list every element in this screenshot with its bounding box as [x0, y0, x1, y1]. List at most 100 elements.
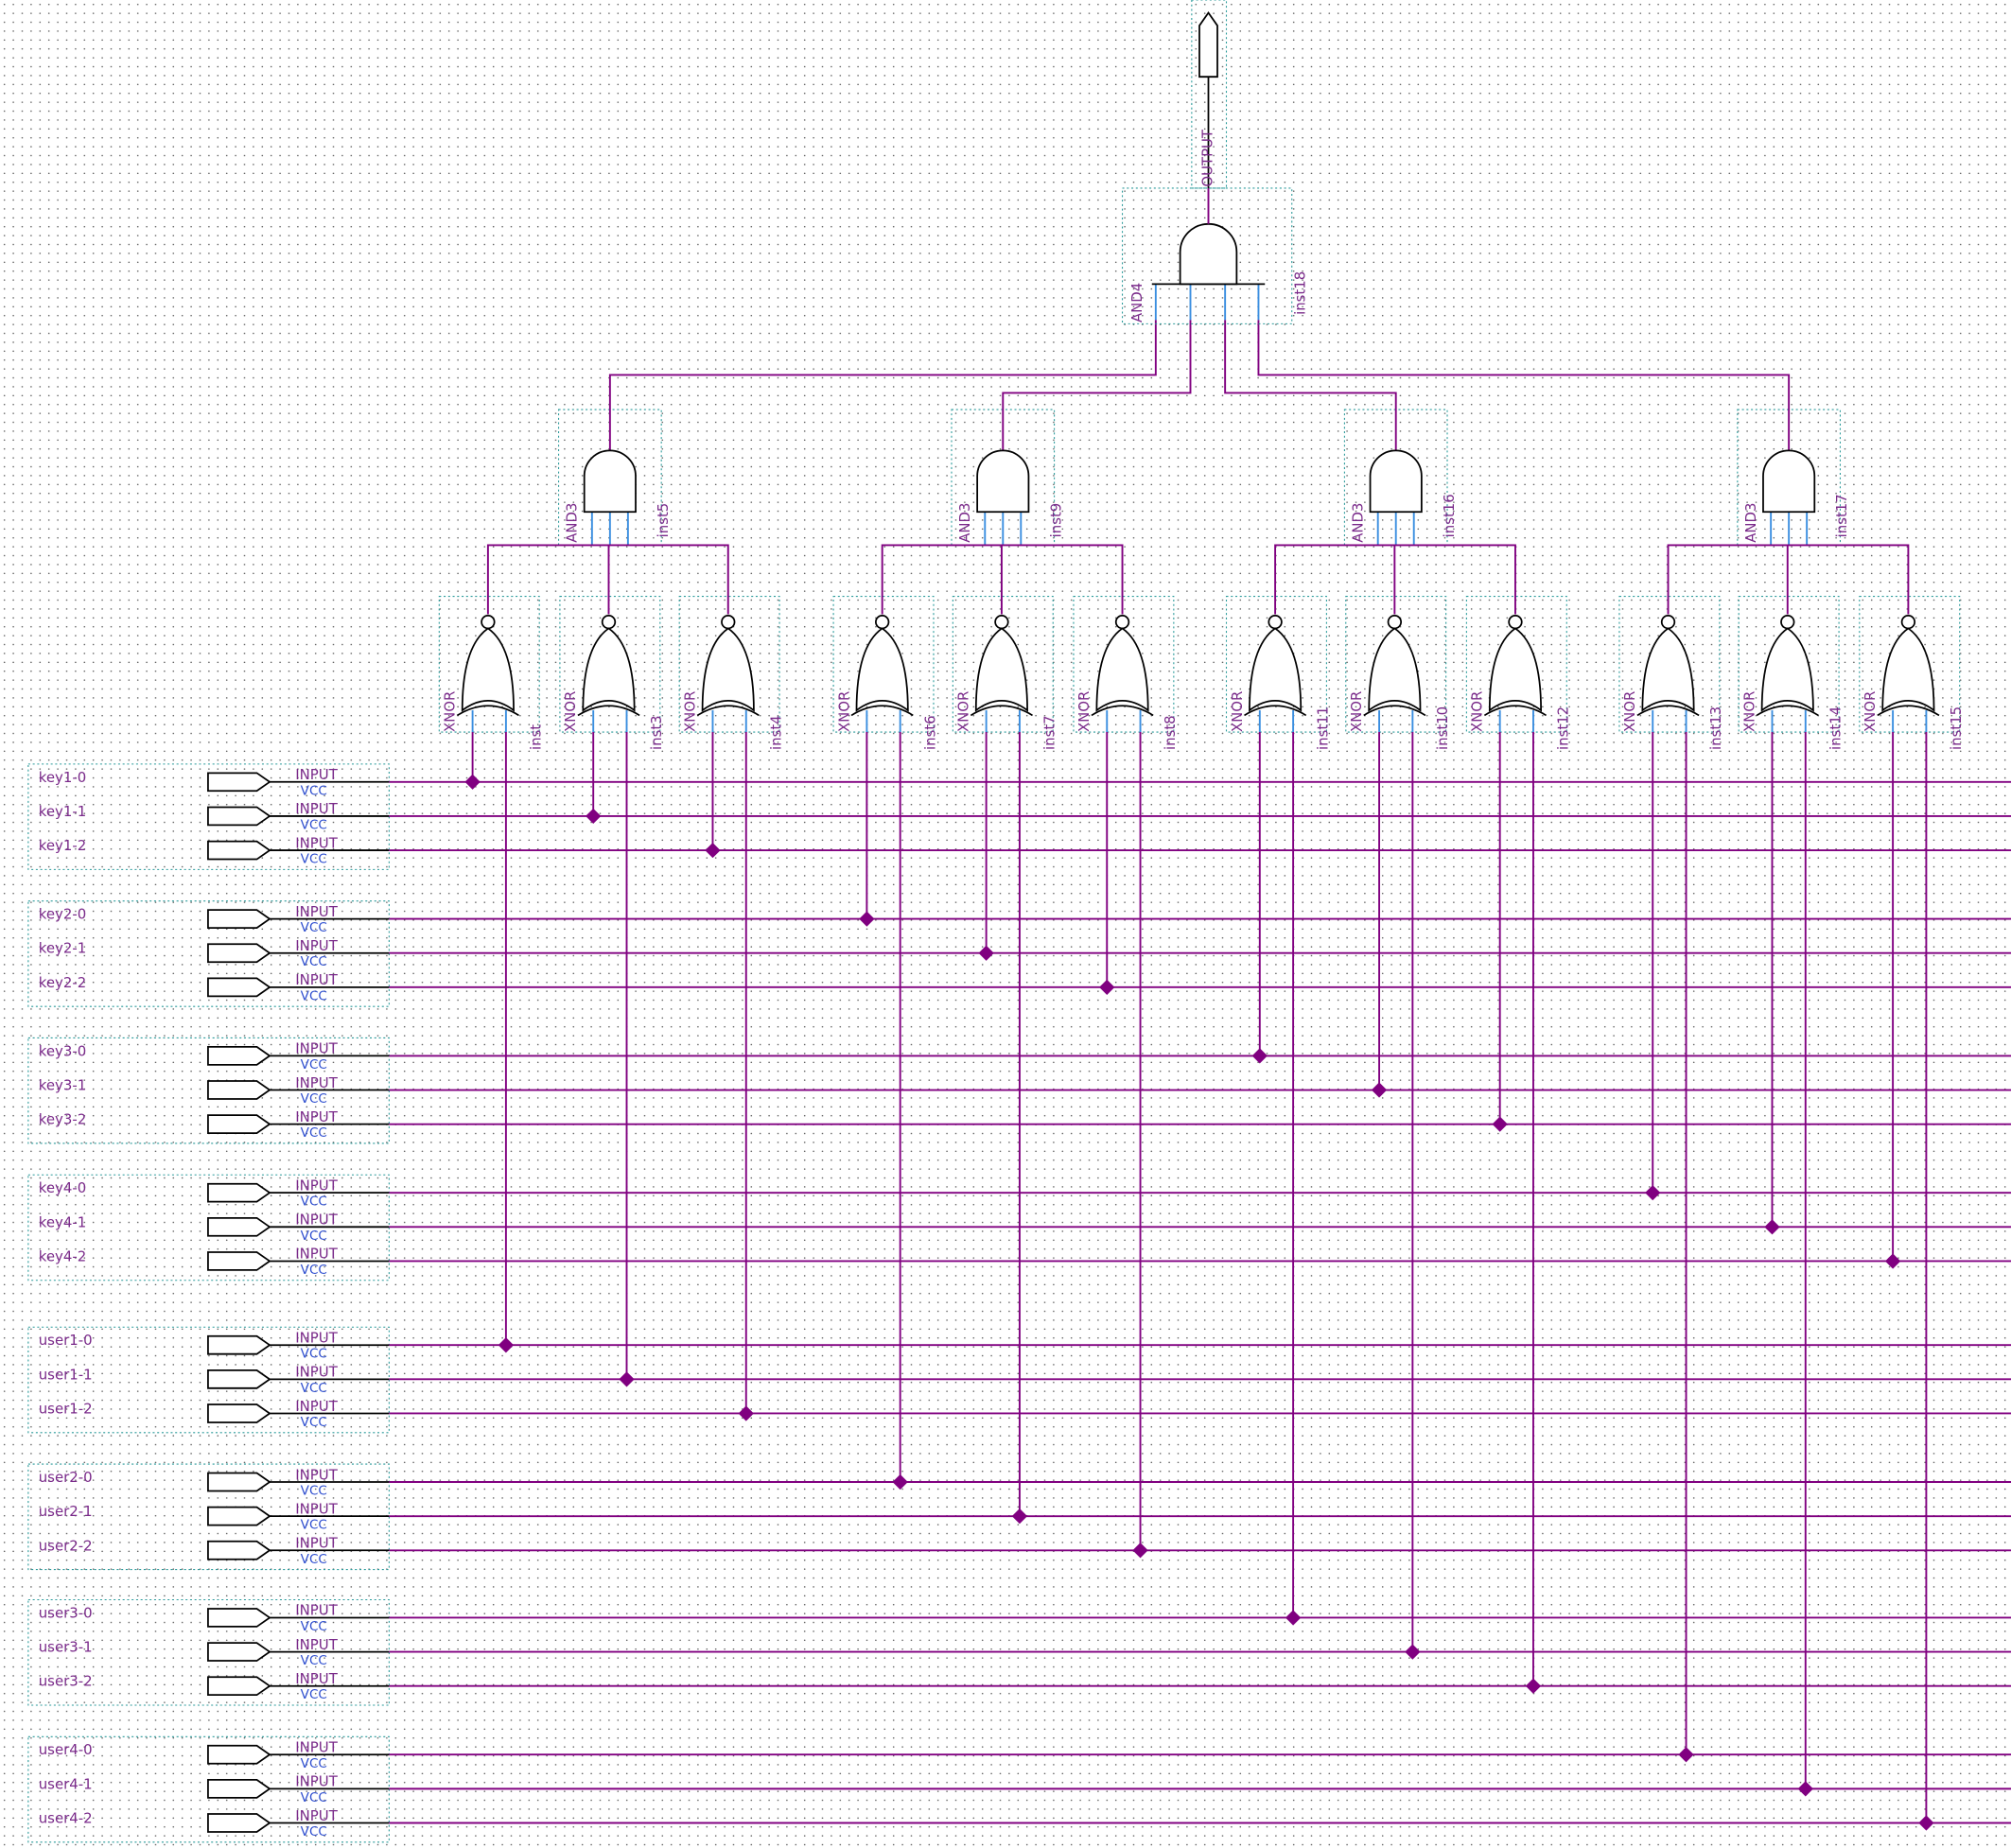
xnor-symbol	[1641, 627, 1695, 712]
gate-type: XNOR	[1740, 691, 1757, 732]
pin-name: key1-1	[39, 803, 86, 820]
inverter-bubble	[1660, 615, 1676, 630]
pin-default: VCC	[301, 1263, 327, 1278]
inverter-bubble	[1780, 615, 1795, 630]
gate-type: XNOR	[1621, 691, 1638, 732]
pin-name: user2-1	[39, 1503, 93, 1520]
xnor-symbol	[701, 627, 755, 712]
net-wire	[608, 320, 1157, 451]
junction	[892, 1473, 908, 1491]
and-symbol	[1369, 449, 1423, 514]
and-symbol	[1762, 449, 1816, 514]
pin-name: user2-0	[39, 1469, 93, 1486]
gate-name: inst16	[1441, 494, 1458, 537]
input-pin	[207, 1046, 271, 1066]
xnor-symbol	[1488, 627, 1543, 712]
gate-type: XNOR	[1075, 691, 1093, 732]
gate-type: XNOR	[442, 691, 459, 732]
input-pin	[207, 1216, 271, 1237]
input-pin	[207, 1114, 271, 1135]
xnor-symbol	[855, 627, 909, 712]
pin-default: VCC	[301, 988, 327, 1003]
and-symbol	[976, 449, 1030, 514]
gate-box	[1073, 596, 1175, 733]
gate-name: inst10	[1434, 706, 1451, 750]
pin-default: VCC	[301, 852, 327, 867]
gate-box	[438, 596, 540, 733]
pin-name: user1-0	[39, 1332, 93, 1349]
inverter-bubble	[721, 615, 736, 630]
xnor-symbol	[1095, 627, 1149, 712]
pin-name: user2-2	[39, 1537, 93, 1554]
input-pin	[207, 943, 271, 964]
pin-type: INPUT	[295, 903, 338, 920]
pin-name: user3-1	[39, 1639, 93, 1656]
pin-default: VCC	[301, 1518, 327, 1533]
input-pin	[207, 1676, 271, 1697]
pin-name: key4-0	[39, 1179, 86, 1196]
gate-box	[1225, 596, 1327, 733]
xnor-arc	[850, 705, 914, 717]
pin-type: INPUT	[295, 1739, 338, 1756]
input-pin	[207, 1334, 271, 1355]
pin-default: VCC	[301, 1552, 327, 1567]
pin-name: user3-2	[39, 1673, 93, 1690]
net-wire	[881, 544, 1124, 615]
pin-name: key4-2	[39, 1247, 86, 1264]
input-pin	[207, 1080, 271, 1100]
gate-name: inst6	[921, 715, 938, 750]
gate-name: inst9	[1047, 503, 1064, 538]
input-pin	[207, 1403, 271, 1423]
pin-name: key2-1	[39, 940, 86, 957]
pin-type: INPUT	[295, 1074, 338, 1091]
gate-name: inst13	[1707, 706, 1724, 750]
pin-type: INPUT	[295, 1398, 338, 1415]
gate-type: XNOR	[1348, 691, 1365, 732]
net-wire	[1667, 544, 1910, 615]
pin-name: key4-1	[39, 1213, 86, 1230]
xnor-arc	[1636, 705, 1700, 717]
pin-type: INPUT	[295, 834, 338, 851]
pin-type: INPUT	[295, 1500, 338, 1517]
inverter-bubble	[481, 615, 496, 630]
inverter-bubble	[875, 615, 890, 630]
input-pin	[207, 1182, 271, 1203]
input-pin	[207, 909, 271, 929]
pin-default: VCC	[301, 1194, 327, 1210]
pin-default: VCC	[301, 1091, 327, 1107]
pin-type: INPUT	[295, 1773, 338, 1790]
xnor-arc	[1091, 705, 1154, 717]
gate-name: inst11	[1315, 706, 1332, 750]
net-wire	[1257, 320, 1791, 451]
input-pin	[207, 1540, 271, 1560]
xnor-arc	[1363, 705, 1426, 717]
pin-type: INPUT	[295, 1466, 338, 1483]
input-pin	[207, 1642, 271, 1662]
xnor-arc	[577, 705, 640, 717]
pin-default: VCC	[301, 783, 327, 798]
pin-name: key1-0	[39, 769, 86, 786]
pin-name: key2-0	[39, 906, 86, 923]
net-wire	[1224, 320, 1397, 451]
junction	[1525, 1678, 1542, 1694]
and-symbol	[1179, 223, 1238, 286]
inverter-bubble	[1900, 615, 1916, 630]
xnor-symbol	[461, 627, 515, 712]
pin-type: INPUT	[295, 1364, 338, 1381]
junction	[619, 1371, 635, 1387]
pin-name: user4-0	[39, 1741, 93, 1758]
pin-default: VCC	[301, 1687, 327, 1702]
gate-type: XNOR	[835, 691, 852, 732]
pin-default: VCC	[301, 954, 327, 969]
pin-type: INPUT	[295, 1330, 338, 1347]
pin-name: key1-2	[39, 837, 86, 854]
xnor-arc	[1244, 705, 1307, 717]
xnor-arc	[1877, 705, 1940, 717]
xnor-symbol	[1881, 627, 1935, 712]
junction	[1011, 1508, 1028, 1525]
pin-type: INPUT	[295, 1177, 338, 1194]
inverter-bubble	[1508, 615, 1523, 630]
gate-name: inst4	[767, 715, 784, 750]
